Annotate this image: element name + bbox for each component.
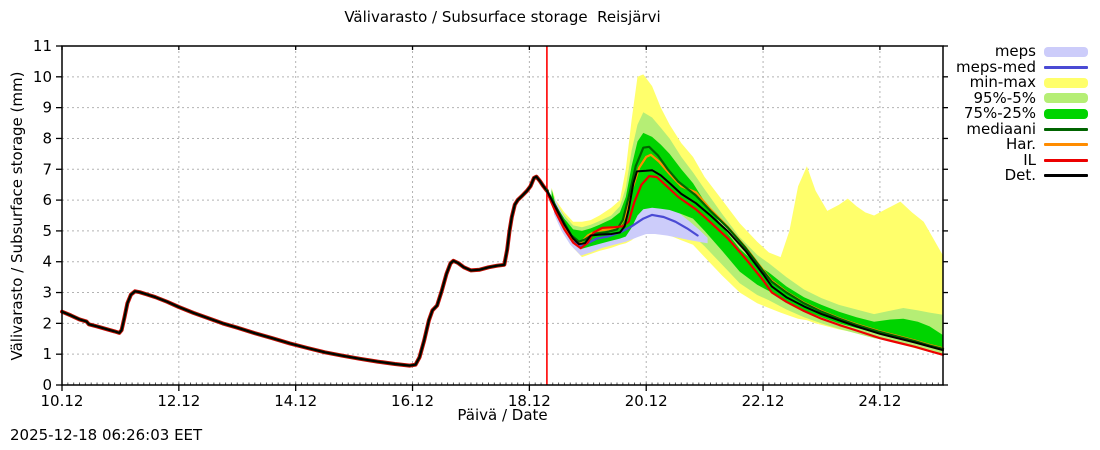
series-mediaani — [545, 145, 945, 350]
x-tick-label: 16.12 — [391, 392, 434, 410]
legend-item-det: Det. — [940, 168, 1088, 184]
y-tick-label: 6 — [42, 191, 52, 209]
series-IL — [545, 175, 945, 356]
band-75%-25% — [551, 132, 943, 351]
x-tick-label: 20.12 — [625, 392, 668, 410]
chart-title: Välivarasto / Subsurface storage Reisjär… — [344, 8, 661, 26]
plot-border — [61, 45, 944, 386]
legend-swatch-min-max — [1044, 77, 1088, 88]
history-line — [61, 175, 548, 367]
x-axis-label: Päivä / Date — [457, 406, 548, 424]
series-Det. — [545, 169, 944, 352]
legend-label: mediaani — [966, 119, 1036, 138]
legend-swatch-meps-med — [1044, 65, 1088, 69]
legend: meps meps-med min-max 95%-5% 75%-25% mediaani… — [940, 44, 1088, 184]
legend-item-har: Har. — [940, 137, 1088, 153]
y-tick-label: 11 — [33, 37, 52, 55]
legend-item-min-max: min-max — [940, 75, 1088, 91]
y-tick-label: 3 — [42, 284, 52, 302]
x-tick-label: 10.12 — [41, 392, 84, 410]
legend-item-meps-med: meps-med — [940, 57, 1088, 76]
legend-item-il: IL — [940, 150, 1088, 169]
legend-swatch-il — [1044, 158, 1088, 162]
history-line — [60, 175, 549, 367]
legend-label: Det. — [1004, 166, 1036, 185]
legend-label: 95%-5% — [973, 88, 1036, 107]
y-tick-label: 9 — [42, 99, 52, 117]
legend-item-mediaani: mediaani — [940, 119, 1088, 138]
y-tick-label: 7 — [42, 160, 52, 178]
y-tick-label: 8 — [42, 129, 52, 147]
timestamp: 2025-12-18 06:26:03 EET — [10, 426, 203, 444]
legend-swatch-meps — [1044, 46, 1088, 57]
legend-swatch-mediaani — [1044, 127, 1088, 131]
legend-item-p95-5: 95%-5% — [940, 88, 1088, 107]
legend-label: Har. — [1005, 135, 1036, 154]
x-tick-label: 22.12 — [742, 392, 785, 410]
y-axis-label: Välivarasto / Subsurface storage (mm) — [8, 71, 26, 361]
legend-label: 75%-25% — [963, 104, 1036, 123]
legend-item-p75-25: 75%-25% — [940, 106, 1088, 122]
y-tick-label: 1 — [42, 345, 52, 363]
x-tick-label: 14.12 — [274, 392, 317, 410]
legend-item-meps: meps — [940, 44, 1088, 60]
y-tick-label: 4 — [42, 253, 52, 271]
legend-label: IL — [1023, 150, 1036, 169]
legend-swatch-p75-25 — [1044, 108, 1088, 119]
y-tick-label: 2 — [42, 314, 52, 332]
legend-swatch-har — [1044, 143, 1088, 147]
legend-label: meps-med — [956, 57, 1036, 76]
legend-label: min-max — [969, 73, 1036, 92]
y-tick-label: 0 — [42, 376, 52, 394]
legend-swatch-det — [1044, 174, 1088, 178]
y-tick-label: 10 — [33, 68, 52, 86]
x-tick-label: 24.12 — [858, 392, 901, 410]
x-tick-label: 12.12 — [157, 392, 200, 410]
legend-label: meps — [994, 42, 1036, 61]
x-tick-label: 18.12 — [508, 392, 551, 410]
legend-swatch-p95-5 — [1044, 93, 1088, 104]
y-tick-label: 5 — [42, 222, 52, 240]
